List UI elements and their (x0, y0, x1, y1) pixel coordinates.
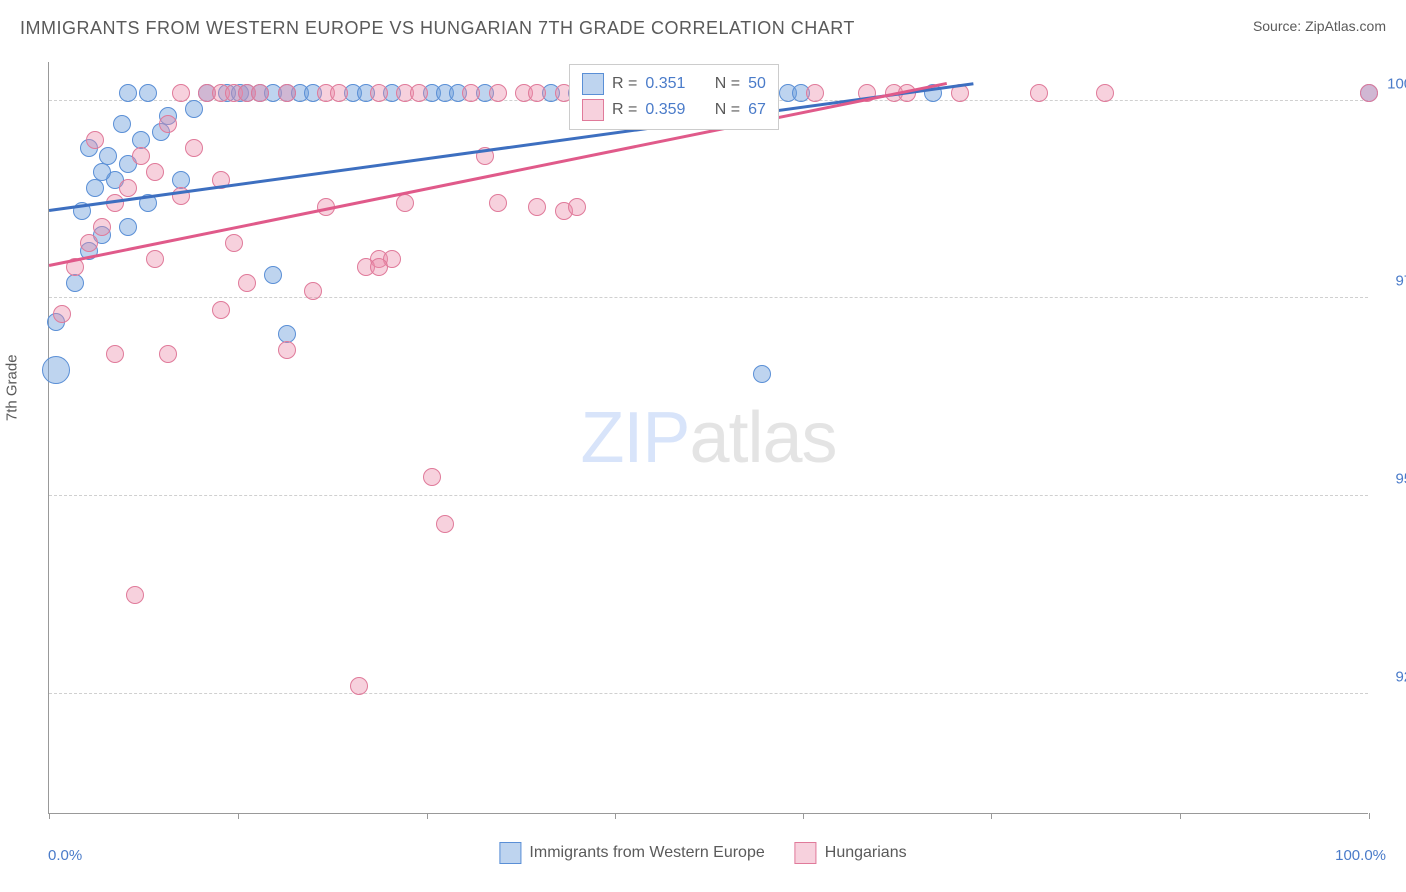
scatter-point (113, 115, 131, 133)
x-tick (1369, 813, 1370, 819)
x-tick (49, 813, 50, 819)
legend-swatch (795, 842, 817, 864)
y-tick-label: 95.0% (1378, 471, 1406, 488)
scatter-point (436, 515, 454, 533)
bottom-legend: Immigrants from Western Europe Hungarians (499, 842, 906, 864)
scatter-point (330, 84, 348, 102)
scatter-point (119, 218, 137, 236)
scatter-point (489, 84, 507, 102)
legend-series-label: Hungarians (825, 844, 907, 862)
scatter-point (159, 115, 177, 133)
scatter-point (132, 147, 150, 165)
scatter-point (93, 218, 111, 236)
stats-legend: R = 0.351 N = 50R = 0.359 N = 67 (569, 64, 779, 130)
scatter-point (146, 163, 164, 181)
scatter-point (66, 274, 84, 292)
source-attribution: Source: ZipAtlas.com (1253, 18, 1386, 34)
y-axis-label: 7th Grade (4, 354, 21, 421)
stats-legend-row: R = 0.351 N = 50 (582, 71, 766, 97)
scatter-point (462, 84, 480, 102)
bottom-legend-item: Immigrants from Western Europe (499, 842, 764, 864)
legend-swatch (582, 73, 604, 95)
y-tick-label: 97.5% (1378, 273, 1406, 290)
legend-series-label: Immigrants from Western Europe (529, 844, 764, 862)
scatter-point (212, 301, 230, 319)
scatter-point (370, 258, 388, 276)
bottom-legend-item: Hungarians (795, 842, 907, 864)
scatter-point (126, 586, 144, 604)
scatter-point (278, 341, 296, 359)
r-value: 0.351 (645, 75, 685, 93)
x-axis-max-label: 100.0% (1335, 847, 1386, 864)
scatter-point (423, 468, 441, 486)
scatter-point (753, 365, 771, 383)
source-name: ZipAtlas.com (1305, 18, 1386, 34)
n-value: 50 (748, 75, 766, 93)
scatter-point (185, 139, 203, 157)
scatter-point (225, 234, 243, 252)
scatter-point (86, 131, 104, 149)
scatter-point (806, 84, 824, 102)
legend-swatch (582, 99, 604, 121)
scatter-point (1360, 84, 1378, 102)
scatter-point (53, 305, 71, 323)
scatter-point (568, 198, 586, 216)
r-label: R = (612, 101, 637, 119)
x-tick (1180, 813, 1181, 819)
n-value: 67 (748, 101, 766, 119)
n-label: N = (715, 75, 740, 93)
scatter-point (42, 356, 70, 384)
gridline-horizontal (49, 297, 1368, 298)
scatter-point (80, 234, 98, 252)
scatter-point (185, 100, 203, 118)
watermark-logo: ZIPatlas (580, 397, 836, 479)
scatter-point (370, 84, 388, 102)
scatter-point (528, 84, 546, 102)
x-tick (427, 813, 428, 819)
n-label: N = (715, 101, 740, 119)
scatter-point (304, 282, 322, 300)
scatter-point (251, 84, 269, 102)
scatter-point (1096, 84, 1114, 102)
source-label: Source: (1253, 18, 1305, 34)
scatter-point (172, 84, 190, 102)
x-tick (803, 813, 804, 819)
scatter-point (238, 274, 256, 292)
scatter-point (396, 194, 414, 212)
scatter-point (146, 250, 164, 268)
y-tick-label: 92.5% (1378, 669, 1406, 686)
scatter-point (528, 198, 546, 216)
chart-title: IMMIGRANTS FROM WESTERN EUROPE VS HUNGAR… (20, 18, 855, 39)
scatter-point (278, 84, 296, 102)
stats-legend-row: R = 0.359 N = 67 (582, 97, 766, 123)
y-tick-label: 100.0% (1378, 75, 1406, 92)
scatter-point (86, 179, 104, 197)
scatter-point (350, 677, 368, 695)
x-tick (991, 813, 992, 819)
scatter-point (1030, 84, 1048, 102)
legend-swatch (499, 842, 521, 864)
scatter-point (139, 84, 157, 102)
r-value: 0.359 (645, 101, 685, 119)
scatter-point (159, 345, 177, 363)
r-label: R = (612, 75, 637, 93)
scatter-point (410, 84, 428, 102)
x-tick (238, 813, 239, 819)
gridline-horizontal (49, 495, 1368, 496)
x-tick (615, 813, 616, 819)
scatter-point (119, 179, 137, 197)
gridline-horizontal (49, 693, 1368, 694)
watermark-part2: atlas (689, 398, 836, 478)
scatter-point (93, 163, 111, 181)
watermark-part1: ZIP (580, 398, 689, 478)
scatter-point (264, 266, 282, 284)
scatter-point (119, 84, 137, 102)
scatter-point (106, 194, 124, 212)
scatter-plot-area: ZIPatlas 92.5%95.0%97.5%100.0%R = 0.351 … (48, 62, 1368, 814)
scatter-point (106, 345, 124, 363)
x-axis-min-label: 0.0% (48, 847, 82, 864)
scatter-point (489, 194, 507, 212)
